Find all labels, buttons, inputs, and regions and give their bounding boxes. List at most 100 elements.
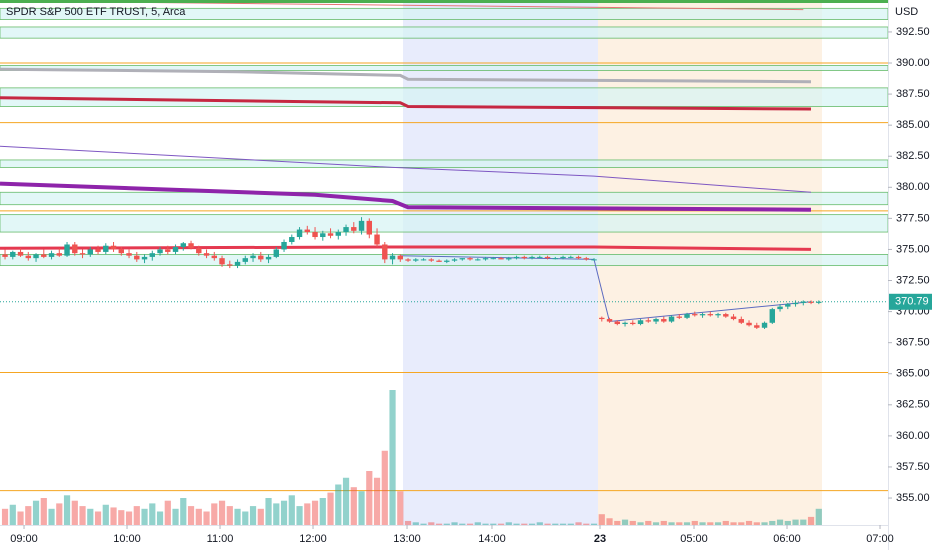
volume-bar: [156, 511, 164, 525]
candle-body: [521, 256, 528, 259]
volume-bar: [660, 520, 667, 525]
candle-body: [777, 306, 783, 310]
indicator-line: [0, 67, 812, 84]
candle-body: [312, 232, 318, 238]
volume-bar: [606, 518, 613, 525]
candle-body: [668, 316, 675, 322]
volume-bar: [296, 506, 303, 525]
candle-body: [258, 255, 264, 260]
volume-bar: [397, 491, 404, 525]
candle-body: [467, 258, 473, 260]
volume-bar: [707, 522, 714, 525]
candle-body: [87, 249, 94, 255]
y-tick-label: 382.50: [896, 150, 930, 162]
volume-bar: [769, 520, 776, 525]
volume-bar: [56, 503, 63, 525]
candle-body: [351, 227, 357, 231]
volume-bar: [528, 523, 536, 525]
candle-body: [72, 244, 78, 254]
candle-body: [676, 316, 683, 318]
volume-bar: [714, 522, 722, 525]
candle-body: [188, 243, 194, 249]
candle-body: [761, 322, 768, 328]
x-tick-label: 12:00: [299, 533, 327, 545]
candle-body: [754, 325, 760, 328]
candle-body: [738, 319, 745, 323]
candle-body: [544, 256, 551, 259]
zone-band: [0, 214, 889, 233]
volume-bar: [350, 487, 357, 525]
volume-bar: [513, 523, 520, 525]
volume-bar: [668, 522, 675, 525]
volume-bar: [428, 522, 435, 525]
candle-body: [265, 256, 272, 260]
volume-bar: [187, 506, 195, 525]
volume-bar: [637, 522, 644, 525]
y-tick-label: 355.00: [896, 492, 930, 504]
candle-body: [335, 232, 342, 236]
y-tick-label: 357.50: [896, 461, 930, 473]
candle-body: [242, 258, 249, 262]
candle-body: [637, 320, 644, 325]
candle-body: [606, 319, 613, 322]
candle-body: [41, 254, 47, 257]
candle-body: [599, 317, 605, 320]
volume-bar: [304, 503, 311, 525]
candle-body: [33, 254, 39, 259]
candle-body: [792, 302, 799, 305]
candle-body: [289, 237, 295, 242]
candle-body: [141, 256, 148, 260]
volume-bar: [451, 522, 458, 525]
volume-bar: [699, 522, 706, 525]
volume-bar: [125, 511, 133, 525]
volume-bar: [583, 523, 590, 525]
volume-bar: [420, 523, 427, 525]
volume-bar: [1, 508, 9, 525]
y-tick-label: 360.00: [896, 430, 930, 442]
candle-body: [692, 314, 698, 316]
volume-bar: [172, 508, 179, 525]
zone-band: [0, 87, 889, 107]
volume-bar: [381, 450, 388, 525]
candle-body: [436, 260, 442, 262]
volume-bar: [25, 506, 32, 525]
volume-bar: [645, 520, 652, 525]
candle-body: [420, 259, 427, 261]
volume-bar: [435, 523, 443, 525]
candle-body: [506, 258, 512, 260]
candle-body: [157, 249, 163, 254]
candle-body: [110, 245, 117, 250]
x-tick-label: 23: [594, 533, 606, 545]
candle-body: [180, 243, 187, 247]
y-tick-label: 372.50: [896, 274, 930, 286]
volume-bar: [412, 522, 419, 525]
candle-body: [645, 320, 652, 322]
candle-body: [56, 253, 63, 256]
indicator-line: [0, 181, 812, 212]
volume-bar: [815, 508, 822, 525]
candle-body: [529, 256, 535, 259]
candle-body: [126, 253, 132, 256]
volume-bar: [497, 523, 505, 525]
volume-bar: [800, 519, 807, 525]
volume-bar: [164, 500, 171, 525]
volume-bar: [683, 522, 691, 525]
volume-bar: [598, 514, 605, 525]
volume-bar: [311, 500, 319, 525]
candle-body: [630, 322, 636, 325]
candle-body: [327, 233, 334, 236]
volume-bar: [466, 523, 474, 525]
volume-bar: [63, 495, 71, 525]
volume-bar: [87, 508, 94, 525]
volume-bar: [211, 503, 218, 525]
candle-body: [614, 321, 621, 325]
y-tick-label: 367.50: [896, 337, 930, 349]
zone-band: [0, 159, 889, 168]
volume-bar: [257, 508, 264, 525]
candle-body: [196, 248, 202, 254]
candle-body: [769, 309, 776, 323]
volume-bar: [505, 522, 512, 525]
volume-bar: [342, 477, 350, 525]
volume-bar: [536, 522, 543, 525]
